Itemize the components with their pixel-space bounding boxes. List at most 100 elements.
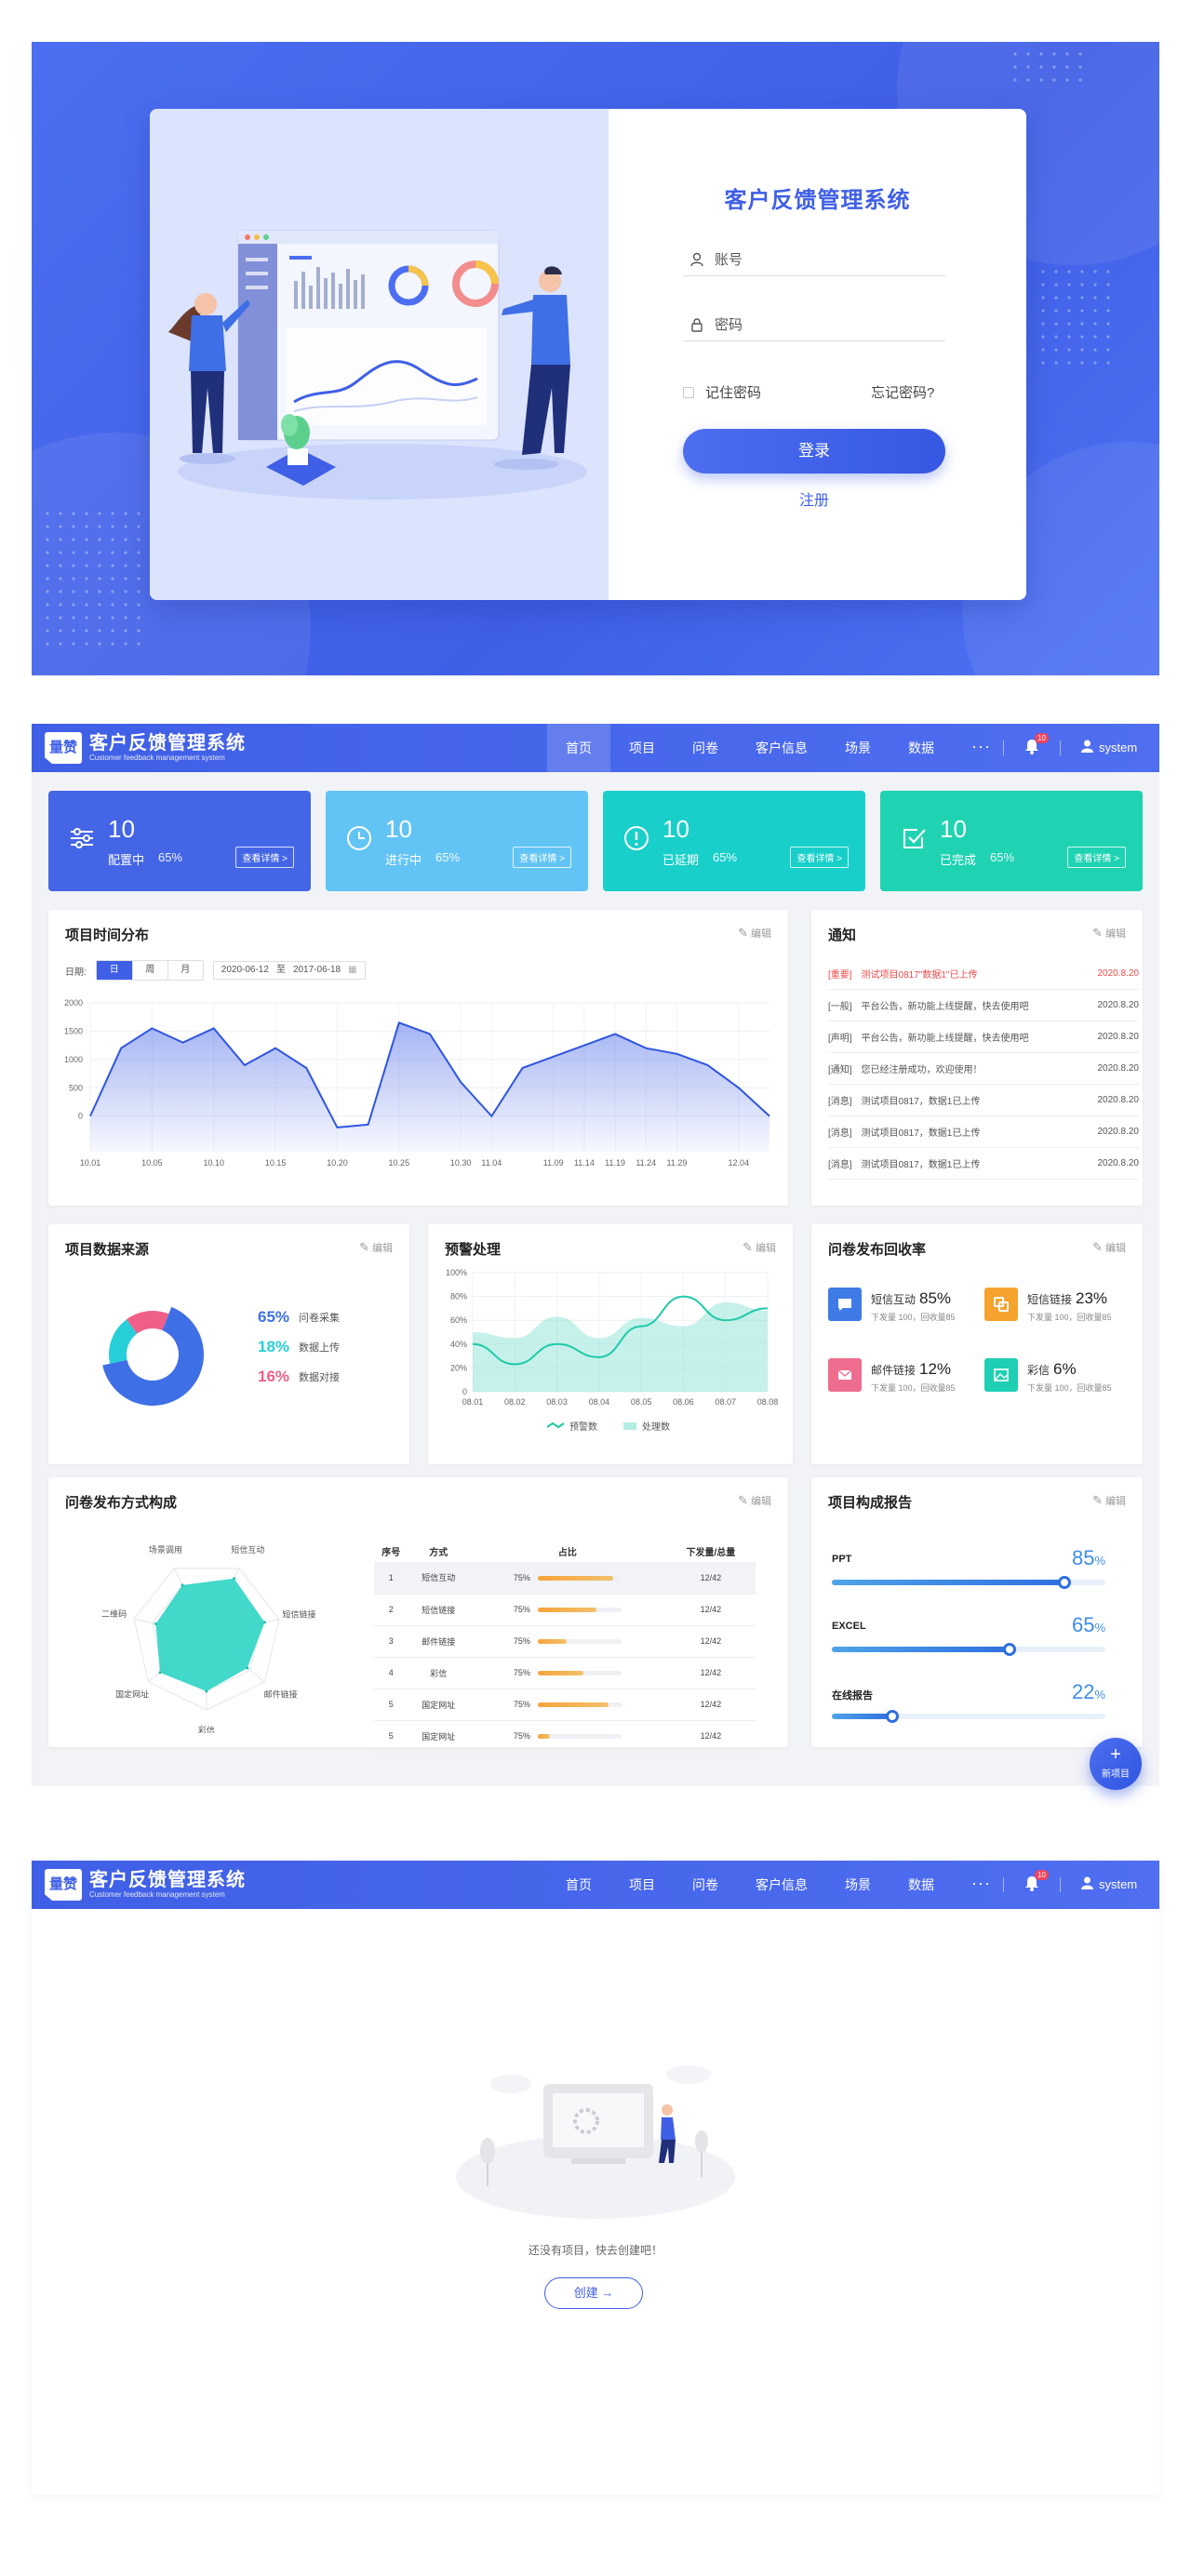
stat-card-configuring[interactable]: 10 配置中 65% 查看详情 > (48, 791, 311, 891)
nav-item-projects[interactable]: 项目 (629, 1877, 655, 1892)
more-icon[interactable]: ··· (971, 1874, 991, 1892)
nav-item-data[interactable]: 数据 (908, 741, 934, 755)
y-tick-label: 60% (450, 1315, 467, 1325)
view-details-button[interactable]: 查看详情 > (513, 847, 571, 868)
remember-password-checkbox[interactable]: 记住密码 (683, 382, 761, 402)
stat-percent: 65% (990, 850, 1015, 864)
nav-item-data[interactable]: 数据 (908, 1877, 934, 1892)
source-donut-chart (102, 1306, 204, 1406)
notice-item[interactable]: [消息] 测试项目0817，数据1已上传 2020.8.20 (828, 1116, 1139, 1148)
nav-item-scenes[interactable]: 场景 (845, 1877, 871, 1892)
nav-item-home[interactable]: 首页 (566, 1877, 592, 1892)
password-input[interactable] (715, 317, 919, 333)
row-method: 短信链接 (408, 1594, 470, 1626)
password-field[interactable] (683, 310, 945, 341)
create-button[interactable]: 创建 → (544, 2277, 643, 2309)
radar-area (155, 1578, 265, 1691)
table-row[interactable]: 1 短信互动 75% 12/42 (374, 1562, 756, 1595)
period-week[interactable]: 周 (131, 961, 167, 980)
notice-item[interactable]: [消息] 测试项目0817，数据1已上传 2020.8.20 (828, 1085, 1139, 1116)
report-progress-knob[interactable] (885, 1710, 899, 1723)
edit-button[interactable]: ✎ 编辑 (1092, 1493, 1126, 1508)
notice-text: [一般] 平台公告，新功能上线提醒，快去使用吧 (828, 1002, 1029, 1012)
share-bar (537, 1671, 622, 1676)
edit-button[interactable]: ✎ 编辑 (738, 1493, 771, 1508)
view-details-button[interactable]: 查看详情 > (1067, 847, 1126, 868)
edit-button[interactable]: ✎ 编辑 (359, 1240, 393, 1255)
y-tick-label: 100% (446, 1268, 467, 1277)
nav-item-customers[interactable]: 客户信息 (756, 1877, 808, 1892)
table-row[interactable]: 3 邮件链接 75% 12/42 (374, 1625, 756, 1658)
notice-item[interactable]: [声明] 平台公告，新功能上线提醒，快去使用吧 2020.8.20 (828, 1021, 1139, 1053)
nav-menu: 首页 项目 问卷 客户信息 场景 数据 (547, 724, 953, 772)
notice-item[interactable]: [消息] 测试项目0817，数据1已上传 2020.8.20 (828, 1148, 1139, 1180)
edit-button[interactable]: ✎ 编辑 (738, 926, 771, 941)
checkbox[interactable] (683, 386, 694, 398)
account-field[interactable] (683, 245, 945, 276)
brand[interactable]: 量赞 客户反馈管理系统 Customer feedback management… (45, 732, 246, 764)
edit-button[interactable]: ✎ 编辑 (1092, 926, 1126, 941)
user-menu[interactable]: system (1081, 740, 1137, 755)
login-screen: 客户反馈管理系统 记住密码 忘记密码? 登录 注册 (32, 42, 1159, 675)
notice-item[interactable]: [通知] 您已经注册成功，欢迎使用！ 2020.8.20 (828, 1053, 1139, 1085)
edit-button[interactable]: ✎ 编辑 (743, 1240, 776, 1255)
edit-label: 编辑 (1105, 1243, 1126, 1254)
row-share: 75% (469, 1688, 666, 1721)
new-project-button[interactable]: + 新项目 (1090, 1738, 1142, 1790)
edit-button[interactable]: ✎ 编辑 (1092, 1240, 1126, 1255)
report-progress-knob[interactable] (1057, 1576, 1071, 1589)
x-tick-label: 08.08 (757, 1397, 779, 1407)
notice-item[interactable]: [重要] 测试项目0817"数据1"已上传 2020.8.20 (828, 958, 1139, 990)
brand-subtitle: Customer feedback management system (89, 754, 225, 762)
table-row[interactable]: 5 国定网址 75% 12/42 (374, 1720, 756, 1753)
more-icon[interactable]: ··· (971, 737, 991, 755)
x-tick-label: 08.07 (715, 1397, 736, 1407)
brand[interactable]: 量赞 客户反馈管理系统 Customer feedback management… (45, 1869, 246, 1901)
stat-card-in-progress[interactable]: 10 进行中 65% 查看详情 > (326, 791, 588, 891)
table-row[interactable]: 4 彩信 75% 12/42 (374, 1657, 756, 1689)
clock-icon (342, 824, 376, 858)
report-progress-knob[interactable] (1003, 1643, 1017, 1656)
notice-item[interactable]: [一般] 平台公告，新功能上线提醒，快去使用吧 2020.8.20 (828, 990, 1139, 1021)
date-range-picker[interactable]: 2020-06-12 至 2017-06-18 ▦ (212, 961, 366, 980)
nav-item-customers[interactable]: 客户信息 (756, 741, 808, 755)
radar-label: 国定网址 (115, 1689, 149, 1700)
project-timeline-card: 项目时间分布 ✎ 编辑 日期: 日 周 月 2020-06-12 至 2017-0… (48, 910, 788, 1206)
bell-icon[interactable] (1024, 739, 1039, 759)
radar-label: 邮件链接 (264, 1689, 298, 1700)
register-link[interactable]: 注册 (798, 493, 829, 509)
row-method: 邮件链接 (408, 1625, 470, 1658)
nav-item-projects[interactable]: 项目 (629, 741, 655, 755)
nav-item-survey[interactable]: 问卷 (692, 741, 718, 755)
notice-date: 2020.8.20 (1097, 1032, 1140, 1042)
table-row[interactable]: 2 短信链接 75% 12/42 (374, 1594, 756, 1626)
nav-item-home[interactable]: 首页 (547, 724, 610, 772)
user-menu[interactable]: system (1081, 1876, 1137, 1892)
view-details-button[interactable]: 查看详情 > (235, 847, 294, 868)
edit-label: 编辑 (756, 1243, 776, 1254)
view-details-button[interactable]: 查看详情 > (790, 847, 849, 868)
empty-project-screen: 量赞 客户反馈管理系统 Customer feedback management… (32, 1861, 1159, 2495)
radar-label: 二维码 (101, 1608, 127, 1619)
divider (1060, 741, 1061, 755)
nav-item-scenes[interactable]: 场景 (845, 741, 871, 755)
stat-card-completed[interactable]: 10 已完成 65% 查看详情 > (880, 791, 1143, 891)
period-month[interactable]: 月 (167, 961, 203, 980)
forgot-password-link[interactable]: 忘记密码? (871, 385, 935, 401)
login-button[interactable]: 登录 (683, 429, 945, 474)
share-bar-fill (537, 1734, 551, 1740)
edit-label: 编辑 (1105, 928, 1126, 940)
edit-label: 编辑 (372, 1243, 393, 1254)
x-tick-label: 08.04 (589, 1397, 610, 1407)
stat-card-delayed[interactable]: 10 已延期 65% 查看详情 > (603, 791, 865, 891)
x-tick-label: 10.30 (450, 1158, 472, 1168)
period-day[interactable]: 日 (96, 961, 132, 980)
login-illustration (150, 109, 609, 600)
row-percent: 75% (513, 1668, 530, 1677)
alert-card: 预警处理 ✎ 编辑 0 20% 40% 60% 80% 100% 08.01 08.02 08.0… (428, 1224, 793, 1464)
report-progress-track (832, 1576, 1105, 1589)
table-row[interactable]: 5 国定网址 75% 12/42 (374, 1688, 756, 1721)
bell-icon[interactable] (1024, 1875, 1039, 1896)
nav-item-survey[interactable]: 问卷 (692, 1877, 718, 1892)
account-input[interactable] (715, 252, 919, 268)
